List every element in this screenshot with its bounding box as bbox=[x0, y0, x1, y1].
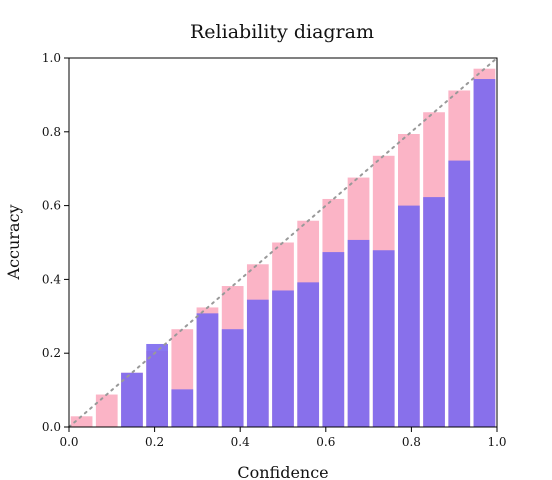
diagonal-line bbox=[68, 57, 498, 428]
expected-bar-1 bbox=[95, 394, 118, 427]
accuracy-bar-9 bbox=[297, 282, 320, 427]
y-tick-label-4: 0.8 bbox=[42, 125, 61, 139]
accuracy-bar-3 bbox=[146, 343, 168, 427]
accuracy-bar-12 bbox=[372, 250, 395, 427]
accuracy-bar-7 bbox=[246, 299, 269, 427]
accuracy-bar-16 bbox=[473, 79, 496, 427]
accuracy-bar-15 bbox=[448, 160, 471, 427]
y-tick-label-5: 1.0 bbox=[42, 51, 61, 65]
plot-bars bbox=[70, 68, 496, 428]
accuracy-bar-11 bbox=[347, 239, 370, 427]
accuracy-bar-6 bbox=[221, 329, 244, 427]
x-tick-label-2: 0.4 bbox=[231, 435, 250, 449]
accuracy-bar-10 bbox=[322, 252, 345, 427]
x-tick-label-4: 0.8 bbox=[402, 435, 421, 449]
accuracy-bar-5 bbox=[196, 313, 219, 427]
x-axis: 0.0 0.2 0.4 0.6 0.8 1.0 bbox=[59, 427, 507, 449]
plot-frame bbox=[68, 57, 498, 428]
plot-diagonal bbox=[68, 57, 498, 428]
y-axis-label: Accuracy bbox=[4, 205, 23, 281]
x-tick-label-3: 0.6 bbox=[316, 435, 335, 449]
y-tick-label-3: 0.6 bbox=[42, 199, 61, 213]
y-tick-label-2: 0.4 bbox=[42, 272, 61, 286]
y-axis: 0.0 0.2 0.4 0.6 0.8 1.0 bbox=[42, 51, 69, 434]
y-tick-label-0: 0.0 bbox=[42, 420, 61, 434]
x-tick-label-5: 1.0 bbox=[487, 435, 506, 449]
accuracy-bar-14 bbox=[423, 197, 445, 427]
x-axis-label: Confidence bbox=[237, 463, 328, 480]
accuracy-bar-2 bbox=[121, 372, 143, 427]
accuracy-bar-4 bbox=[171, 389, 194, 427]
accuracy-bar-13 bbox=[398, 205, 420, 427]
x-tick-label-0: 0.0 bbox=[59, 435, 78, 449]
y-tick-label-1: 0.2 bbox=[42, 346, 61, 360]
accuracy-bar-8 bbox=[272, 290, 294, 427]
chart-title: Reliability diagram bbox=[190, 21, 374, 43]
x-tick-label-1: 0.2 bbox=[145, 435, 164, 449]
expected-bar-0 bbox=[70, 416, 93, 427]
